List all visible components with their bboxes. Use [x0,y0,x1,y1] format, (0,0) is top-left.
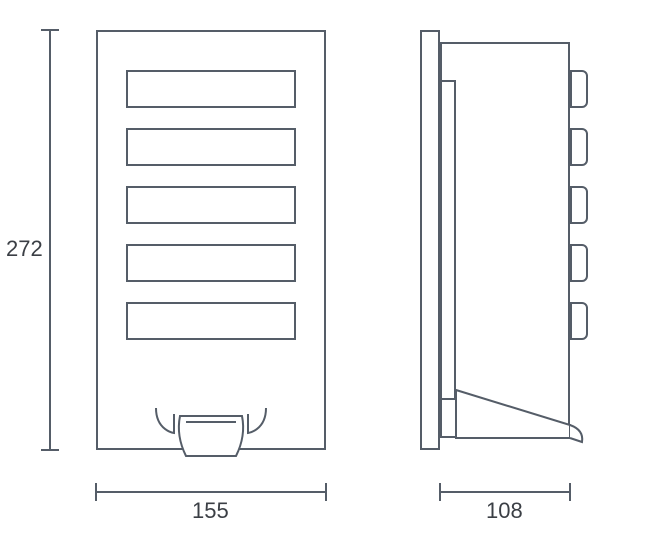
dim-line-side-width [0,0,645,543]
dim-label-height: 272 [6,238,43,260]
dim-label-side-width: 108 [486,500,523,522]
dim-label-front-width: 155 [192,500,229,522]
